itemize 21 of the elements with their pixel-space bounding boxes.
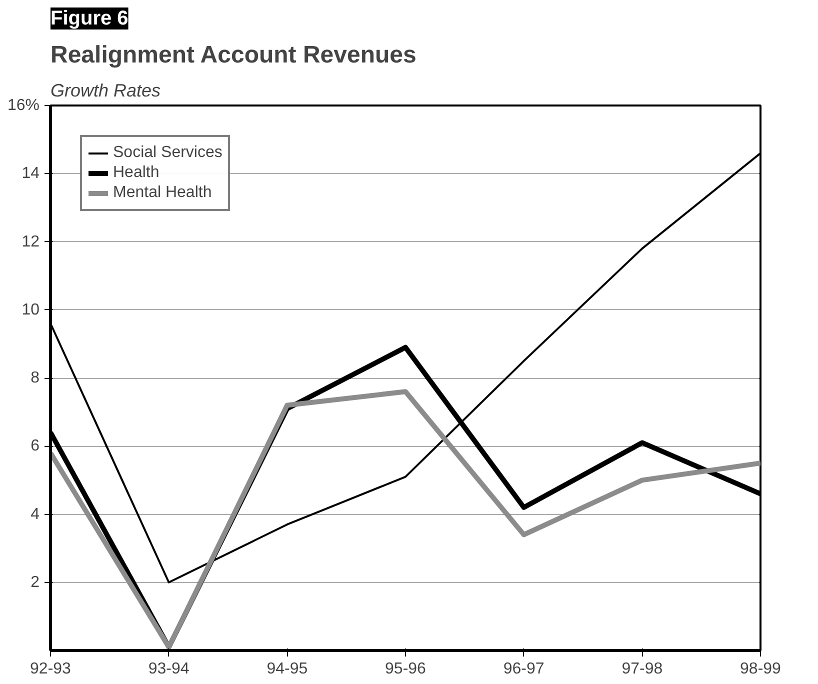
y-tick-label: 10	[22, 301, 40, 318]
x-tick-label: 94-95	[266, 660, 308, 678]
legend-label: Social Services	[113, 144, 222, 162]
x-tick-label: 98-99	[740, 660, 782, 678]
legend-label: Health	[113, 164, 160, 182]
x-tick-label: 92-93	[30, 660, 72, 678]
y-tick-label: 8	[30, 370, 40, 386]
x-tick-label: 96-97	[503, 660, 544, 678]
y-tick-label: 6	[30, 438, 40, 455]
y-tick-label: 16%	[7, 97, 40, 114]
x-tick-label: 95-96	[385, 660, 426, 678]
y-tick-label: 4	[30, 506, 40, 523]
legend-label: Mental Health	[113, 184, 212, 202]
y-tick-label: 12	[22, 233, 40, 250]
caption: Figure 6	[50, 8, 128, 30]
chart-subtitle: Growth Rates	[50, 80, 161, 100]
x-tick-label: 93-94	[148, 660, 190, 678]
y-tick-label: 14	[22, 165, 40, 182]
y-tick-label: 2	[30, 574, 40, 591]
chart-title: Realignment Account Revenues	[50, 42, 416, 68]
x-tick-label: 97-98	[622, 660, 663, 678]
